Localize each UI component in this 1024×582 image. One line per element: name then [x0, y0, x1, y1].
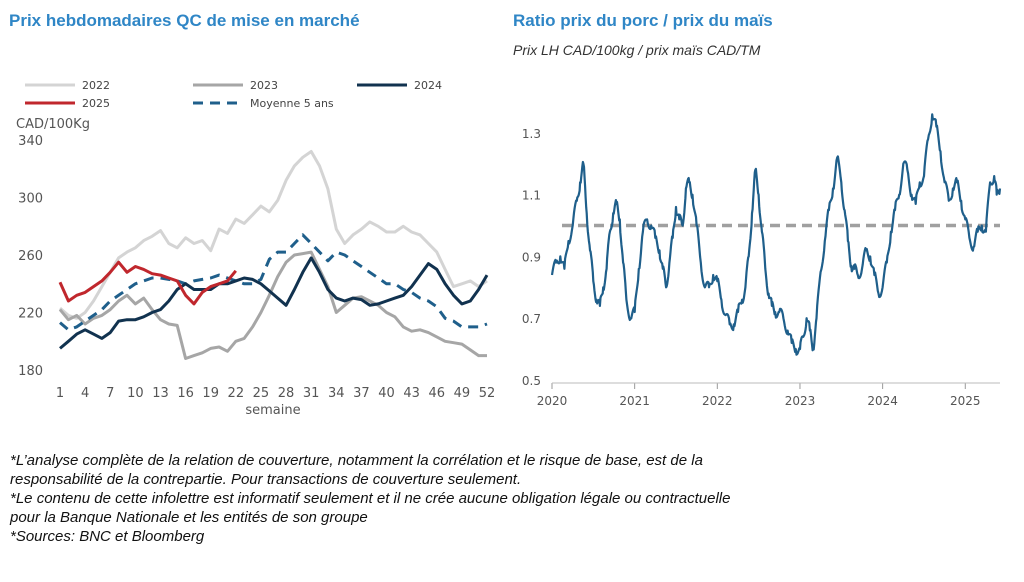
x-tick-label: 2024 — [867, 394, 898, 408]
x-tick-label: 2025 — [950, 394, 981, 408]
y-tick-label: 1.1 — [522, 189, 541, 203]
x-tick-label: 31 — [303, 386, 320, 401]
x-tick-label: 1 — [56, 386, 64, 401]
x-tick-label: 13 — [152, 386, 169, 401]
x-tick-label: 22 — [228, 386, 245, 401]
y-axis-label: CAD/100Kg — [16, 117, 90, 132]
footnote-disclaimer: *Le contenu de cette infolettre est info… — [10, 490, 731, 526]
y-tick-label: 260 — [18, 249, 43, 264]
x-tick-label: 34 — [328, 386, 345, 401]
x-tick-label: 2023 — [785, 394, 816, 408]
left-chart-title: Prix hebdomadaires QC de mise en marché — [9, 11, 360, 30]
x-axis-label: semaine — [245, 403, 300, 418]
x-tick-label: 2020 — [537, 394, 568, 408]
right-chart-title: Ratio prix du porc / prix du maïs — [513, 11, 773, 30]
y-tick-label: 180 — [18, 364, 43, 379]
x-tick-label: 40 — [378, 386, 395, 401]
series-line-2025 — [58, 260, 237, 306]
series-line-2024 — [59, 256, 489, 350]
footnote-hedging: *L’analyse complète de la relation de co… — [10, 452, 703, 488]
y-tick-label: 0.9 — [522, 250, 541, 264]
x-tick-label: 37 — [353, 386, 370, 401]
y-tick-label: 300 — [18, 192, 43, 207]
legend-label: 2025 — [82, 97, 110, 110]
x-tick-label: 25 — [253, 386, 270, 401]
footnote-sources: *Sources: BNC et Bloomberg — [10, 528, 205, 545]
hog-corn-ratio-chart: 0.5 0.7 0.9 1.1 1.3 2020 2021 2022 2023 2024 2025 — [522, 113, 1002, 408]
y-tick-label: 1.3 — [522, 127, 541, 141]
x-tick-label: 2022 — [702, 394, 733, 408]
y-tick-label: 0.7 — [522, 312, 541, 326]
x-tick-label: 46 — [428, 386, 445, 401]
right-chart-subtitle: Prix LH CAD/100kg / prix maïs CAD/TM — [513, 42, 761, 58]
series-line-2022 — [59, 150, 488, 320]
series-line-2023 — [58, 250, 487, 360]
y-tick-label: 220 — [18, 307, 43, 322]
weekly-price-chart: 180 220 260 300 340 1 4 7 10 13 16 19 22 25 28 31 34 37 40… — [16, 79, 495, 418]
x-tick-label: 16 — [177, 386, 194, 401]
charts-canvas: 180 220 260 300 340 1 4 7 10 13 16 19 22 25 28 31 34 37 40… — [16, 79, 1002, 418]
y-tick-label: 340 — [18, 134, 43, 149]
x-tick-label: 2021 — [619, 394, 650, 408]
x-tick-label: 52 — [479, 386, 496, 401]
footnotes: *L’analyse complète de la relation de co… — [10, 451, 1010, 546]
legend-label: 2024 — [414, 79, 442, 92]
x-tick-label: 49 — [454, 386, 471, 401]
y-tick-label: 0.5 — [522, 374, 541, 388]
series-line-ratio — [550, 113, 1002, 356]
x-tick-label: 10 — [127, 386, 144, 401]
legend-label: Moyenne 5 ans — [250, 97, 334, 110]
series-line-moyenne-5-ans — [59, 233, 488, 332]
x-tick-label: 4 — [81, 386, 89, 401]
x-tick-label: 43 — [403, 386, 420, 401]
x-tick-label: 7 — [106, 386, 114, 401]
legend-label: 2023 — [250, 79, 278, 92]
legend-label: 2022 — [82, 79, 110, 92]
x-tick-label: 28 — [278, 386, 295, 401]
x-tick-label: 19 — [202, 386, 219, 401]
